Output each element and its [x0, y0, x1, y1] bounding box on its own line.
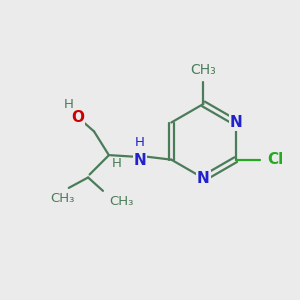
Text: H: H — [111, 157, 121, 170]
Text: O: O — [71, 110, 84, 125]
Text: CH₃: CH₃ — [109, 195, 133, 208]
Text: Cl: Cl — [267, 152, 283, 167]
Text: H: H — [135, 136, 145, 149]
Text: H: H — [64, 98, 74, 111]
Text: N: N — [134, 153, 146, 168]
Text: N: N — [229, 115, 242, 130]
Text: CH₃: CH₃ — [51, 192, 75, 206]
Text: CH₃: CH₃ — [190, 63, 216, 77]
Text: N: N — [197, 171, 210, 186]
